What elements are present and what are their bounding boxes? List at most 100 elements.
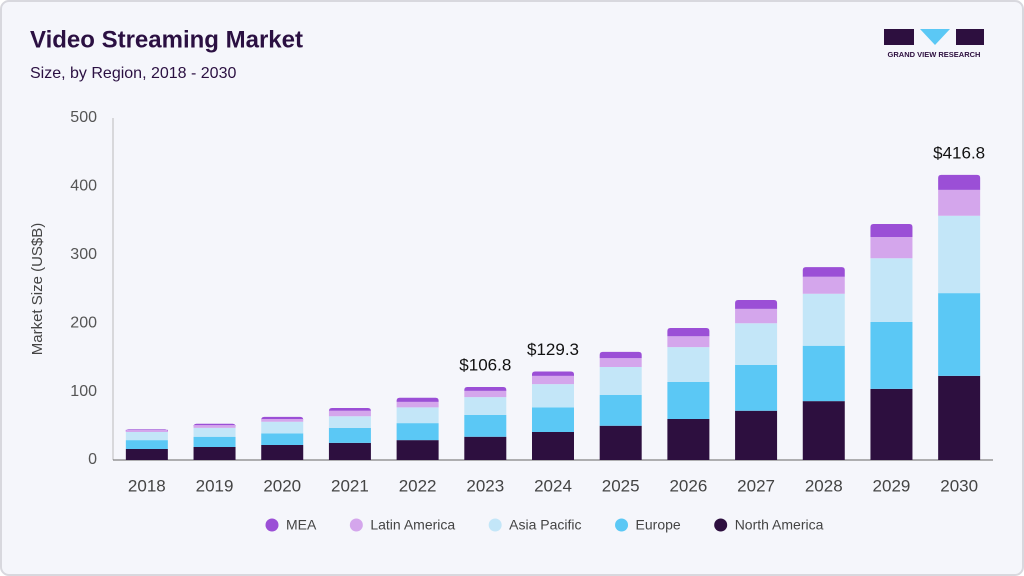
legend-label: Europe	[636, 517, 681, 533]
bar-segment	[125, 429, 168, 432]
x-tick-label: 2022	[399, 476, 437, 495]
x-tick-label: 2021	[331, 476, 369, 495]
bar-segment	[802, 267, 845, 277]
y-tick-label: 0	[88, 451, 97, 468]
bar-segment	[261, 416, 304, 420]
bar-segment	[464, 436, 507, 460]
logo-block	[956, 29, 984, 45]
total-label: $106.8	[459, 355, 511, 374]
bar-segment	[532, 407, 574, 432]
bar-segment	[532, 384, 574, 408]
bar-segment	[464, 397, 507, 415]
legend-swatch	[615, 518, 629, 532]
y-tick-label: 100	[70, 383, 97, 400]
legend-label: MEA	[286, 517, 317, 533]
y-axis-label: Market Size (US$B)	[29, 223, 46, 356]
y-tick-label: 300	[70, 246, 97, 263]
bar-segment	[599, 366, 642, 396]
bar-segment	[938, 215, 981, 294]
bar-segment	[870, 224, 913, 238]
bar-segment	[667, 336, 710, 348]
bar-segment	[125, 440, 168, 450]
legend-swatch	[488, 518, 502, 532]
legend-swatch	[265, 518, 279, 532]
bar-segment	[802, 401, 845, 460]
bar-segment	[870, 258, 913, 322]
bar-segment	[870, 388, 913, 460]
x-tick-label: 2025	[602, 476, 640, 495]
legend-swatch	[714, 518, 728, 532]
bar-segment	[396, 401, 439, 408]
bar-segment	[938, 375, 981, 460]
chart-title: Video Streaming Market	[30, 26, 303, 53]
legend-label: Asia Pacific	[509, 517, 581, 533]
bar-segment	[328, 410, 371, 417]
bar-segment	[599, 358, 642, 367]
bar-segment	[532, 431, 574, 460]
bar-segment	[193, 447, 236, 460]
bar-segment	[328, 408, 371, 412]
bar-segment	[667, 327, 710, 337]
bar-segment	[464, 414, 507, 437]
bar-segment	[938, 174, 981, 190]
bar-segment	[396, 440, 439, 460]
bar-segment	[261, 418, 304, 422]
x-tick-label: 2028	[805, 476, 843, 495]
logo-text: GRAND VIEW RESEARCH	[888, 50, 981, 59]
bar-segment	[328, 442, 371, 460]
x-tick-label: 2026	[669, 476, 707, 495]
bar-segment	[261, 433, 304, 445]
bar-segment	[193, 425, 236, 428]
bar-segment	[396, 423, 439, 441]
bar-segment	[532, 375, 574, 385]
bar-segment	[599, 425, 642, 460]
y-tick-label: 200	[70, 314, 97, 331]
x-tick-label: 2023	[466, 476, 504, 495]
bar-segment	[938, 189, 981, 216]
bar-segment	[532, 371, 574, 376]
x-tick-label: 2019	[196, 476, 234, 495]
bar-segment	[667, 382, 710, 419]
bar-segment	[667, 418, 710, 460]
bar-segment	[802, 293, 845, 346]
bar-segment	[667, 347, 710, 383]
bar-segment	[328, 427, 371, 443]
legend-label: North America	[735, 517, 824, 533]
logo-block	[884, 29, 914, 45]
bar-segment	[735, 410, 778, 460]
bar-segment	[193, 423, 236, 427]
bar-segment	[396, 397, 439, 402]
chart-subtitle: Size, by Region, 2018 - 2030	[30, 65, 236, 82]
bar-segment	[261, 444, 304, 460]
y-tick-label: 500	[70, 109, 97, 126]
bar-segment	[396, 407, 439, 424]
bar-segment	[193, 436, 236, 448]
bar-segment	[735, 308, 778, 324]
bar-segment	[464, 386, 507, 391]
bar-segment	[328, 416, 371, 428]
total-label: $416.8	[933, 143, 985, 162]
bar-segment	[735, 299, 778, 309]
x-tick-label: 2024	[534, 476, 572, 495]
bar-segment	[464, 390, 507, 398]
logo: GRAND VIEW RESEARCH	[884, 29, 984, 59]
x-tick-label: 2020	[263, 476, 301, 495]
bar-segment	[870, 321, 913, 389]
bar-segment	[802, 276, 845, 294]
total-label: $129.3	[527, 340, 579, 359]
bar-segment	[870, 237, 913, 259]
bar-segment	[125, 429, 168, 433]
y-tick-label: 400	[70, 178, 97, 195]
bar-segment	[599, 351, 642, 359]
bar-segment	[261, 421, 304, 434]
x-tick-label: 2029	[873, 476, 911, 495]
bar-segment	[735, 323, 778, 365]
bar-segment	[802, 345, 845, 402]
x-tick-label: 2030	[940, 476, 978, 495]
bar-segment	[125, 449, 168, 460]
legend-swatch	[349, 518, 363, 532]
bar-segment	[938, 293, 981, 376]
legend-label: Latin America	[370, 517, 455, 533]
